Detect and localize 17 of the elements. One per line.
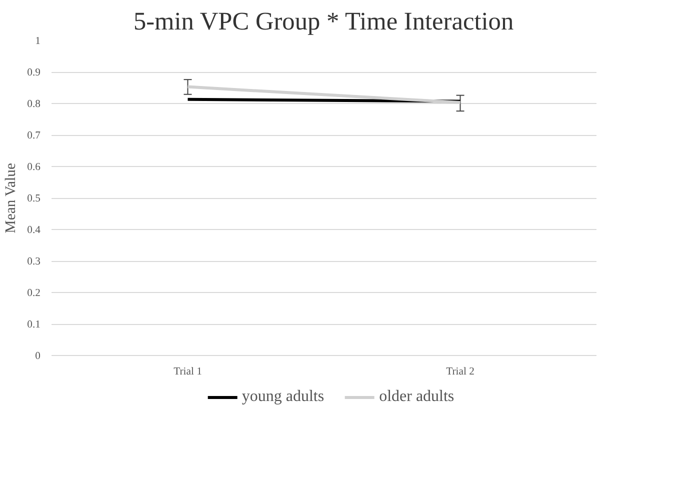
y-tick-label: 1: [35, 36, 40, 47]
chart-title: 5-min VPC Group * Time Interaction: [133, 8, 514, 36]
y-tick-label: 0.5: [27, 194, 41, 204]
y-tick-label: 0: [35, 351, 40, 362]
y-tick-label: 0.3: [27, 256, 41, 268]
legend-label: young adults: [242, 388, 324, 406]
legend-label: older adults: [379, 388, 454, 406]
y-tick-label: 0.8: [27, 99, 41, 110]
x-tick-label: Trial 1: [174, 366, 202, 378]
y-tick-label: 0.6: [27, 162, 42, 173]
y-tick-label: 0.7: [27, 130, 42, 142]
x-tick-label: Trial 2: [446, 366, 474, 378]
y-tick-label: 0.1: [27, 320, 41, 330]
y-axis-title: Mean Value: [3, 163, 20, 234]
y-tick-label: 0.2: [27, 288, 41, 299]
y-tick-label: 0.4: [27, 225, 42, 236]
y-tick-label: 0.9: [27, 68, 41, 78]
